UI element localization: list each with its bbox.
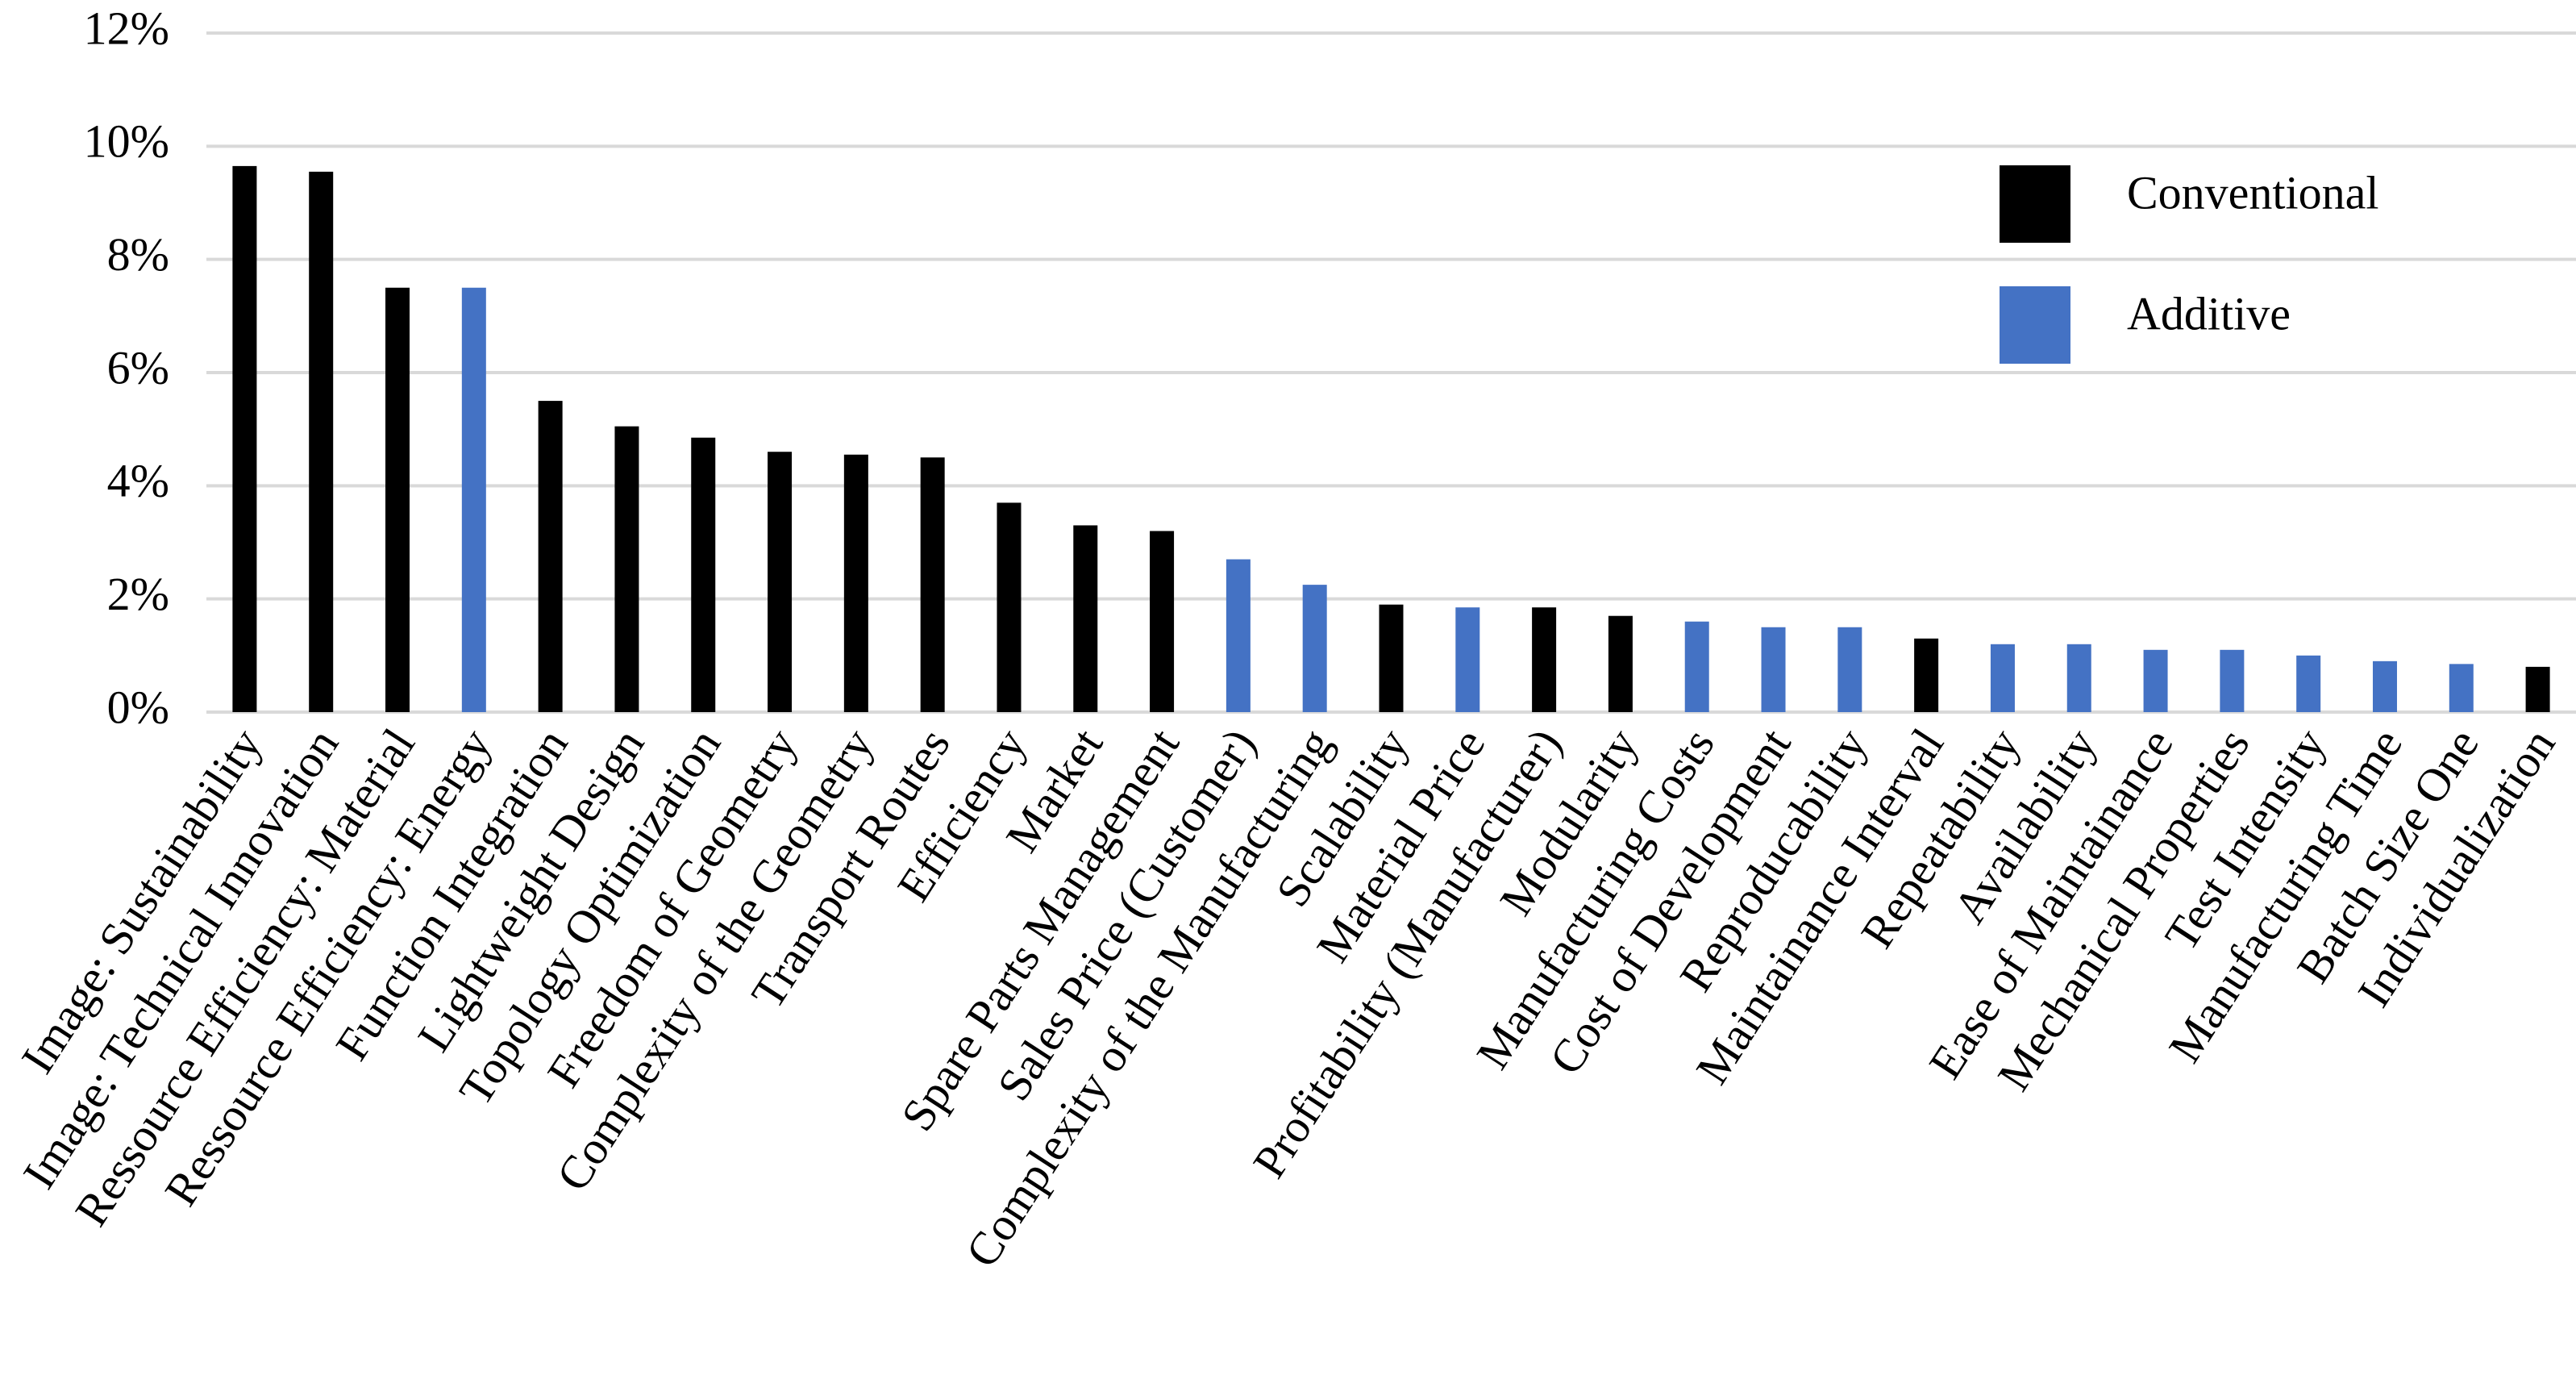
bar [843, 454, 868, 712]
legend-swatch [2000, 165, 2070, 243]
y-tick-label: 8% [107, 228, 169, 281]
bar [1914, 638, 1939, 712]
bar [461, 287, 486, 712]
bar [2143, 649, 2168, 712]
bar [2296, 655, 2321, 712]
bar [2372, 660, 2397, 712]
bar [1302, 585, 1327, 712]
bar [614, 426, 639, 712]
bar [1837, 627, 1862, 712]
bar [1379, 604, 1404, 712]
bar [1608, 615, 1633, 712]
y-tick-label: 2% [107, 568, 169, 620]
bar [232, 165, 257, 712]
legend-label: Additive [2127, 287, 2291, 340]
bar [385, 287, 410, 712]
bar [1455, 607, 1480, 712]
bar [920, 457, 945, 712]
bar [309, 171, 334, 713]
bar [691, 437, 716, 712]
y-tick-label: 0% [107, 681, 169, 733]
y-tick-label: 4% [107, 455, 169, 507]
bar [1761, 627, 1786, 712]
legend-swatch [2000, 286, 2070, 364]
bar [1990, 644, 2015, 712]
y-tick-label: 6% [107, 341, 169, 394]
bar [1684, 621, 1709, 712]
bar [2220, 649, 2245, 712]
legend-label: Conventional [2127, 166, 2379, 219]
x-tick-label: Image: Technical Innovation [13, 719, 349, 1198]
bar [1532, 607, 1557, 712]
bar [768, 452, 793, 712]
bar [2066, 644, 2091, 712]
bar [1226, 559, 1251, 712]
bar [2525, 666, 2550, 712]
bar [2449, 664, 2474, 712]
bar [538, 401, 563, 712]
bar [997, 502, 1022, 712]
y-tick-label: 12% [84, 2, 169, 54]
bar [1073, 525, 1098, 712]
bar [1150, 531, 1175, 712]
y-tick-label: 10% [84, 115, 169, 168]
